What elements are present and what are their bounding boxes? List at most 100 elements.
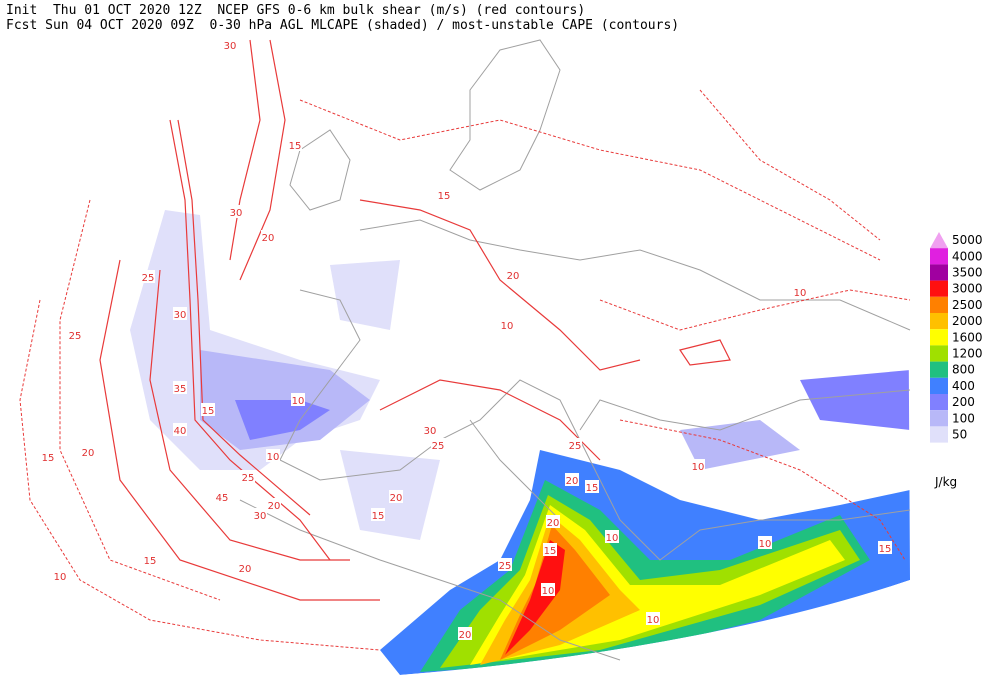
contour-label-box <box>201 403 215 416</box>
legend-swatch <box>930 232 948 249</box>
contour-label: 40 <box>174 426 187 437</box>
contour-label-box <box>423 423 437 436</box>
contour-label-box <box>241 470 255 483</box>
legend-swatch <box>930 410 948 427</box>
contour-label-box <box>41 450 55 463</box>
contour-label: 15 <box>586 483 599 494</box>
legend-label: 5000 <box>952 233 983 247</box>
contour-label: 10 <box>647 615 660 626</box>
legend-label: 400 <box>952 379 975 393</box>
contour-label: 25 <box>242 473 255 484</box>
contour-label: 10 <box>54 572 67 583</box>
contour-label-box <box>253 508 267 521</box>
contour-label-box <box>215 490 229 503</box>
legend-label: 3000 <box>952 282 983 296</box>
contour-label-box <box>81 445 95 458</box>
contour-label: 30 <box>230 208 243 219</box>
contour-label: 10 <box>606 533 619 544</box>
contour-label-box <box>793 285 807 298</box>
contour-label: 35 <box>174 384 187 395</box>
contour-label-box <box>431 438 445 451</box>
header-line: Fcst Sun 04 OCT 2020 09Z 0-30 hPa AGL ML… <box>6 18 679 33</box>
contour-label: 10 <box>759 539 772 550</box>
contour-label: 30 <box>174 310 187 321</box>
contour-label-box <box>267 498 281 511</box>
contour-label: 20 <box>262 233 275 244</box>
contour-label: 10 <box>542 586 555 597</box>
contour-label-box <box>568 438 582 451</box>
contour-label-box <box>223 38 237 51</box>
legend-swatch <box>930 280 948 297</box>
contour-label-box <box>261 230 275 243</box>
legend-label: 800 <box>952 363 975 377</box>
contour-label-box <box>173 381 187 394</box>
contour-label-box <box>143 553 157 566</box>
legend-label: 4000 <box>952 249 983 263</box>
shear-contours <box>19 39 911 651</box>
contour-label: 25 <box>432 441 445 452</box>
legend-label: 1600 <box>952 330 983 344</box>
contour-label-box <box>585 480 599 493</box>
contour-label: 25 <box>569 441 582 452</box>
contour-label-box <box>878 541 892 554</box>
contour-label-box <box>229 205 243 218</box>
contour-label: 10 <box>267 452 280 463</box>
contour-label: 30 <box>224 41 237 52</box>
legend-swatch <box>930 426 948 443</box>
contour-label-box <box>546 515 560 528</box>
contour-label: 15 <box>879 544 892 555</box>
contour-label-box <box>288 138 302 151</box>
coastlines <box>239 39 911 661</box>
legend-label: 100 <box>952 411 975 425</box>
contour-label: 15 <box>544 546 557 557</box>
legend-label: 200 <box>952 395 975 409</box>
legend-label: 50 <box>952 428 967 442</box>
contour-label: 20 <box>390 493 403 504</box>
contour-label: 25 <box>69 331 82 342</box>
contour-label: 45 <box>216 493 229 504</box>
contour-label: 20 <box>459 630 472 641</box>
legend-swatch <box>930 394 948 411</box>
legend-swatch <box>930 329 948 346</box>
contour-label-box <box>173 307 187 320</box>
contour-label-box <box>541 583 555 596</box>
contour-label: 30 <box>254 511 267 522</box>
contour-label-box <box>291 393 305 406</box>
contour-label-box <box>238 561 252 574</box>
contour-label-box <box>605 530 619 543</box>
contour-label-box <box>500 318 514 331</box>
contour-label: 15 <box>438 191 451 202</box>
legend-swatch <box>930 264 948 281</box>
legend-swatch <box>930 345 948 362</box>
contour-label: 20 <box>82 448 95 459</box>
legend-swatch <box>930 361 948 378</box>
contour-label: 10 <box>692 462 705 473</box>
contour-label-box <box>565 473 579 486</box>
contour-label: 15 <box>289 141 302 152</box>
contour-label: 15 <box>372 511 385 522</box>
contour-label-box <box>646 612 660 625</box>
legend-unit: J/kg <box>934 475 957 489</box>
contour-label: 20 <box>566 476 579 487</box>
contour-label: 20 <box>547 518 560 529</box>
contour-label: 15 <box>202 406 215 417</box>
legend-label: 3500 <box>952 266 983 280</box>
contour-label: 10 <box>501 321 514 332</box>
contour-label-box <box>498 558 512 571</box>
contour-label-box <box>371 508 385 521</box>
contour-label-box <box>389 490 403 503</box>
legend-swatch <box>930 313 948 330</box>
contour-label-box <box>141 270 155 283</box>
contour-label: 25 <box>142 273 155 284</box>
legend-label: 2500 <box>952 298 983 312</box>
contour-label: 20 <box>268 501 281 512</box>
contour-label-box <box>53 569 67 582</box>
legend-label: 2000 <box>952 314 983 328</box>
contour-label-box <box>758 536 772 549</box>
contour-label-box <box>437 188 451 201</box>
contour-label: 10 <box>794 288 807 299</box>
contour-label-box <box>68 328 82 341</box>
contour-label-box <box>506 268 520 281</box>
